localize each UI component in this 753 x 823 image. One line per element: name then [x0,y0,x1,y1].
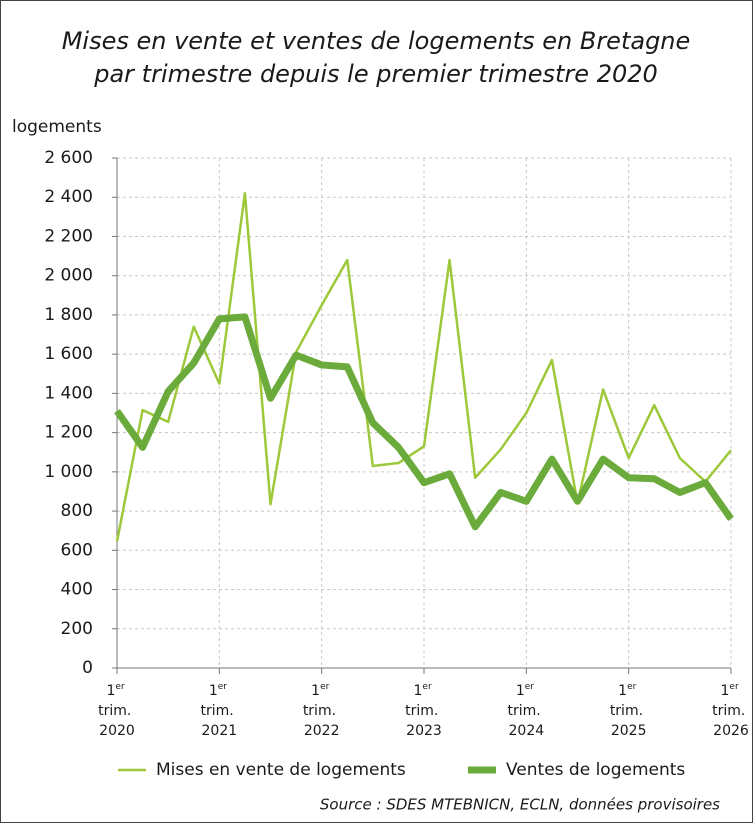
y-tick-label: 0 [82,658,93,678]
source: Source : SDES MTEBNICN, ECLN, données pr… [320,796,720,814]
x-tick-label: 1er trim. 2020 [98,682,136,740]
y-tick-label: 1 400 [44,383,93,403]
y-tick-label: 1 000 [44,462,93,482]
y-tick-label: 2 200 [44,226,93,246]
series-line [115,192,732,542]
y-tick-label: 1 800 [44,305,93,325]
x-tick-label: 1er trim. 2021 [200,682,238,740]
legend-label: Ventes de logements [506,760,685,780]
y-tick-label: 2 400 [44,187,93,207]
y-tick-label: 400 [61,580,93,600]
legend-label: Mises en vente de logements [156,760,406,780]
x-tick-label: 1er trim. 2026 [712,682,750,740]
y-tick-label: 2 600 [44,148,93,168]
x-tick-label: 1er trim. 2025 [610,682,648,740]
series-line [114,313,734,531]
y-tick-label: 200 [61,619,93,639]
x-tick-label: 1er trim. 2023 [405,682,443,740]
y-tick-label: 800 [61,501,93,521]
chart-title: par trimestre depuis le premier trimestr… [93,60,658,88]
y-tick-label: 2 000 [44,266,93,286]
y-tick-label: 600 [61,540,93,560]
y-tick-label: 1 600 [44,344,93,364]
y-tick-label: 1 200 [44,423,93,443]
x-tick-label: 1er trim. 2024 [507,682,545,740]
x-tick-label: 1er trim. 2022 [303,682,341,740]
y-axis-label: logements [12,117,102,137]
chart-title: Mises en vente et ventes de logements en… [62,27,691,55]
